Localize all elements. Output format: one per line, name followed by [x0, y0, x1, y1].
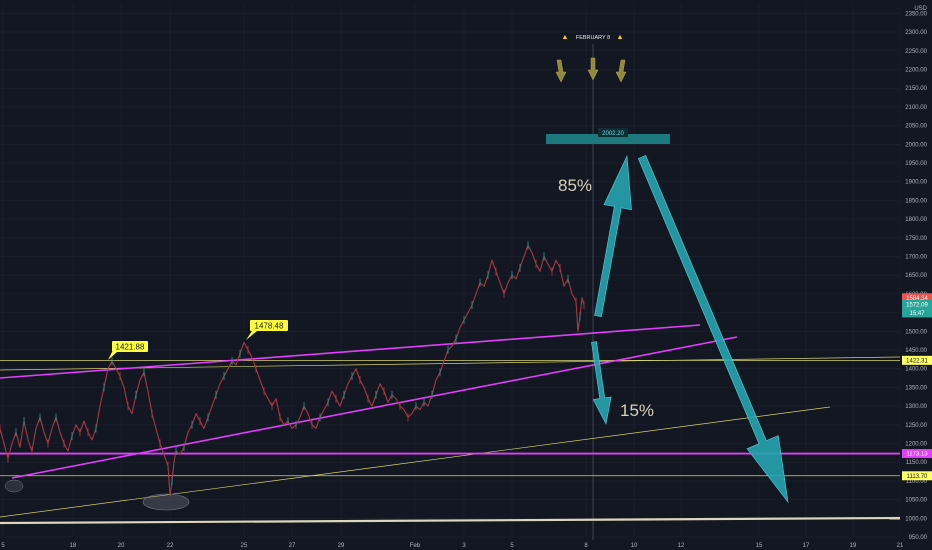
- event-arrow-left: [555, 59, 567, 83]
- pivot-right-box: [250, 320, 288, 331]
- price-series: [0, 241, 585, 497]
- price-tick-label: 950.00: [909, 535, 928, 541]
- price-tick-label: 2100.00: [905, 105, 927, 111]
- time-tick-label: 10: [631, 543, 638, 549]
- price-tick-label: 2300.00: [905, 30, 927, 36]
- event-label: FEBRUARY 8: [576, 35, 610, 41]
- annotation-labels: 2002.20 ▲ FEBRUARY 8 ▲ 85% 15% 1421.88 1…: [108, 34, 670, 420]
- price-tag-bg: [902, 449, 932, 459]
- price-tick-label: 1050.00: [905, 498, 927, 504]
- time-tick-label: 5: [510, 543, 514, 549]
- price-tick-label: 2150.00: [905, 86, 927, 92]
- time-tick-label: 12: [678, 543, 685, 549]
- bear-arrow: [637, 155, 789, 504]
- time-tick-label: 27: [289, 543, 296, 549]
- price-tag-label: 15:47: [909, 311, 925, 317]
- bull-probability-label: 85%: [558, 176, 592, 195]
- pivot-left-box: [112, 341, 148, 352]
- event-arrow-center: [587, 57, 599, 81]
- event-arrow-right: [615, 59, 627, 83]
- time-tick-label: 22: [167, 543, 174, 549]
- time-tick-label: 18: [70, 543, 77, 549]
- time-tick-label: 29: [338, 543, 345, 549]
- time-tick-label: 17: [803, 543, 810, 549]
- time-tick-label: 8: [584, 543, 588, 549]
- price-tick-label: 2250.00: [905, 49, 927, 55]
- price-tick-label: 1100.00: [906, 479, 928, 485]
- time-tick-label: 3: [462, 543, 466, 549]
- price-tick-label: 1150.00: [906, 460, 928, 466]
- price-tag-label: 1113.70: [907, 474, 928, 480]
- grid-lines: [0, 4, 901, 538]
- currency-label: USD: [914, 6, 927, 12]
- price-tag-label: 1584.34: [906, 296, 928, 302]
- time-tick-label: 20: [118, 543, 125, 549]
- price-tick-label: 1800.00: [905, 217, 927, 223]
- callout-pointer-left: [108, 352, 117, 360]
- price-tick-label: 2050.00: [905, 124, 927, 130]
- price-tick-label: 2200.00: [905, 67, 927, 73]
- pivot-low-ellipse: [142, 493, 190, 511]
- price-tick-label: 1250.00: [905, 423, 927, 429]
- time-tick-label: 19: [850, 543, 857, 549]
- price-tag-label: 1422.31: [906, 359, 928, 365]
- time-axis: 5 18 20 22 25 27 29 Feb 3 5 8 10 12 15 17 19 21: [1, 543, 904, 549]
- long-term-trendline: [0, 406, 831, 518]
- price-axis: USD 950.00 1000.00 1050.00 1100.00 1150.00 12…: [900, 0, 932, 550]
- price-axis-background: [900, 0, 932, 550]
- price-tag-bg: [902, 355, 932, 365]
- forecast-arrows: [555, 57, 789, 504]
- price-tick-label: 1400.00: [905, 367, 927, 373]
- price-tag-bg: [902, 471, 932, 481]
- price-tick-label: 1000.00: [905, 516, 927, 522]
- time-tick-label: Feb: [410, 543, 421, 549]
- price-tick-label: 1300.00: [905, 404, 927, 410]
- price-tag-label: 1572.09: [906, 303, 928, 309]
- price-tick-label: 1350.00: [905, 385, 927, 391]
- target-label-box: [598, 128, 628, 137]
- warning-icon-left: ▲: [562, 34, 569, 41]
- pivot-right-label: 1478.48: [255, 322, 284, 331]
- channel-lower-line: [11, 336, 738, 479]
- bear-probability-label: 15%: [620, 401, 654, 420]
- time-tick-label: 5: [1, 543, 5, 549]
- price-tick-label: 1450.00: [905, 348, 927, 354]
- price-tag-label: 1173.13: [906, 452, 928, 458]
- price-tick-label: 1950.00: [905, 161, 927, 167]
- price-tag-bg: [902, 293, 932, 303]
- callout-pointer-right: [246, 331, 257, 340]
- target-label: 2002.20: [602, 131, 624, 137]
- target-zone-box: [546, 134, 670, 144]
- support-line-sloped: [0, 356, 901, 371]
- price-tick-label: 1850.00: [905, 198, 927, 204]
- price-tag-bg: [902, 299, 932, 309]
- price-tick-label: 1750.00: [905, 236, 927, 242]
- pivot-left-label: 1421.88: [116, 343, 145, 352]
- pivot-left-ellipse: [4, 479, 24, 493]
- price-tick-label: 1700.00: [905, 254, 927, 260]
- price-tick-label: 1500.00: [905, 329, 927, 335]
- price-tick-label: 1200.00: [905, 441, 927, 447]
- trend-overlays: [0, 44, 901, 540]
- time-tick-label: 25: [241, 543, 248, 549]
- price-tick-label: 1650.00: [905, 273, 927, 279]
- time-tick-label: 21: [897, 543, 904, 549]
- price-tag-bg: [902, 308, 932, 318]
- base-trendline: [0, 516, 901, 525]
- price-tick-label: 1900.00: [905, 180, 927, 186]
- price-line: [0, 244, 585, 497]
- warning-icon-right: ▲: [617, 34, 624, 41]
- bull-arrow: [594, 154, 632, 317]
- price-tick-label: 2000.00: [905, 142, 927, 148]
- price-tick-label: 2350.00: [905, 11, 927, 17]
- time-tick-label: 15: [756, 543, 763, 549]
- minor-down-arrow: [591, 341, 612, 425]
